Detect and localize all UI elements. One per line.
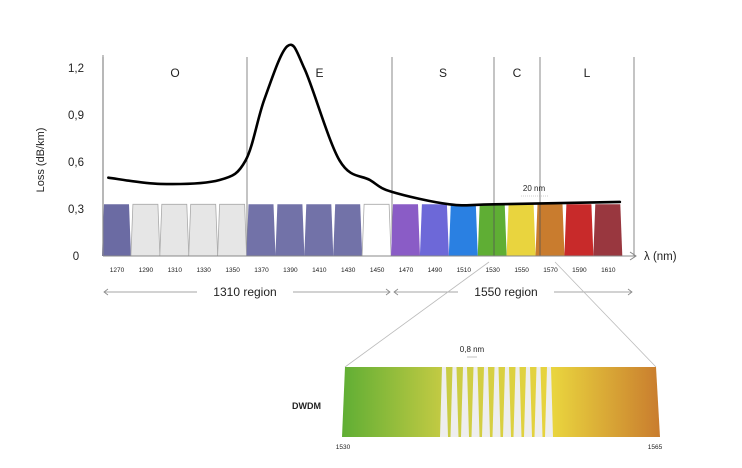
y-axis-label: Loss (dB/km) — [35, 128, 47, 193]
labels: 1270 1290 1310 1330 1350 1370 1390 1410 1430 1450… — [103, 184, 633, 299]
channel-bar-1530 — [477, 204, 507, 256]
dwdm-channel-gap — [503, 367, 511, 437]
y-tick-label: 1,2 — [68, 63, 84, 75]
band-label-E: E — [315, 66, 323, 80]
channel-tick-label: 1290 — [139, 267, 154, 274]
channel-bar-1550 — [506, 204, 536, 256]
channel-bar-1310 — [159, 203, 190, 257]
channel-bar-1370 — [246, 204, 276, 256]
channel-bar-1330 — [188, 203, 219, 257]
spacing-annotation-20nm: 20 nm — [523, 184, 546, 193]
region-label: 1550 region — [474, 285, 537, 299]
channel-bar-1590 — [564, 204, 594, 256]
dwdm-channel-gap — [461, 367, 469, 437]
channel-tick-label: 1370 — [254, 267, 269, 274]
y-tick-label: 0 — [73, 251, 79, 263]
channel-tick-label: 1270 — [110, 267, 125, 274]
dwdm-label: DWDM — [292, 401, 321, 411]
cwdm-channels — [102, 203, 623, 257]
arrowhead — [393, 288, 399, 296]
y-tick-label: 0,6 — [68, 157, 84, 169]
y-tick-label: 0,3 — [68, 204, 84, 216]
arrowhead — [385, 288, 391, 296]
dwdm-channel-gap — [482, 367, 490, 437]
channel-bar-1350 — [217, 203, 248, 257]
x-axis-arrow — [629, 251, 637, 261]
dwdm-band — [342, 367, 660, 437]
channel-tick-label: 1590 — [572, 267, 587, 274]
channel-tick-label: 1410 — [312, 267, 327, 274]
channel-bar-1390 — [275, 204, 305, 256]
channel-bar-1410 — [304, 204, 334, 256]
dwdm-channel-gap — [471, 367, 480, 437]
channel-tick-label: 1490 — [428, 267, 443, 274]
attenuation-curve — [107, 43, 622, 207]
axes: 0 0,3 0,6 0,9 1,2 Loss (dB/km) λ (nm) — [35, 55, 677, 263]
channel-tick-label: 1550 — [514, 267, 529, 274]
zoom-guide-left — [344, 261, 490, 368]
dwdm-end-label: 1565 — [648, 444, 663, 451]
region-label: 1310 region — [213, 285, 276, 299]
channel-bar-1510 — [448, 204, 478, 256]
band-label-L: L — [584, 66, 591, 80]
band-label-S: S — [439, 66, 447, 80]
spacing-annotation-0-8nm: 0,8 nm — [460, 345, 485, 354]
channel-bar-1450 — [361, 203, 392, 257]
channel-bar-1290 — [130, 203, 161, 257]
zoom-guide-right — [554, 261, 657, 368]
channel-tick-label: 1330 — [196, 267, 211, 274]
channel-tick-label: 1350 — [225, 267, 240, 274]
channel-bar-1470 — [391, 204, 420, 256]
dwdm-channel-gap — [440, 367, 448, 437]
dwdm-channel-gap — [545, 367, 553, 437]
band-label-C: C — [513, 66, 522, 80]
channel-tick-label: 1470 — [399, 267, 414, 274]
channel-tick-label: 1570 — [543, 267, 558, 274]
dwdm-channel-gap — [534, 367, 543, 437]
dwdm-start-label: 1530 — [336, 444, 351, 451]
channel-tick-label: 1430 — [341, 267, 356, 274]
loss-curve — [107, 43, 622, 207]
channel-tick-label: 1530 — [485, 267, 500, 274]
channel-bar-1430 — [333, 204, 363, 256]
channel-bar-1270 — [102, 204, 131, 256]
y-tick-label: 0,9 — [68, 110, 84, 122]
dwdm-zoom: 0,8 nm DWDM 1530 1565 — [292, 261, 663, 451]
dwdm-channel-gap — [524, 367, 532, 437]
channel-tick-label: 1390 — [283, 267, 298, 274]
arrowhead — [627, 288, 633, 296]
channel-bar-1490 — [419, 204, 449, 256]
arrowhead — [103, 288, 109, 296]
channel-tick-label: 1510 — [457, 267, 472, 274]
x-axis-label: λ (nm) — [644, 251, 677, 263]
channel-bar-1570 — [535, 204, 565, 256]
channel-tick-label: 1310 — [168, 267, 183, 274]
dwdm-channel-gap — [513, 367, 522, 437]
channel-tick-label: 1610 — [601, 267, 616, 274]
dwdm-channel-gap — [492, 367, 501, 437]
channel-tick-label: 1450 — [370, 267, 385, 274]
dwdm-channel-gap — [450, 367, 459, 437]
channel-bar-1610 — [593, 204, 623, 256]
band-label-O: O — [170, 66, 179, 80]
